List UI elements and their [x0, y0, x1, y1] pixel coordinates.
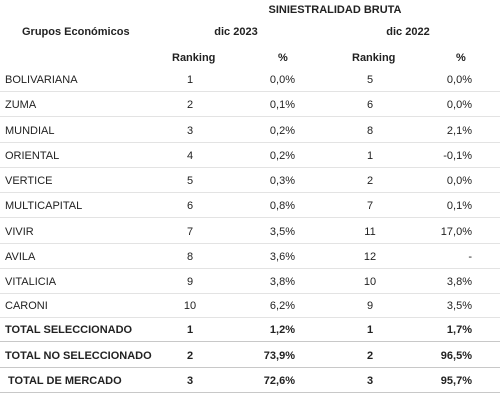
row-divider: [0, 217, 500, 218]
group-name-cell: VITALICIA: [5, 276, 57, 288]
ranking-2023-cell: 7: [186, 226, 194, 238]
ranking-2023-cell: 2: [186, 99, 194, 111]
row-divider: [0, 142, 500, 143]
row-divider: [0, 392, 500, 393]
percent-2023-cell: 0,0%: [269, 74, 295, 86]
row-divider: [0, 268, 500, 269]
group-name-cell: ORIENTAL: [5, 150, 60, 162]
group-name-cell: TOTAL SELECCIONADO: [5, 324, 133, 336]
ranking-2022-cell: 8: [366, 125, 374, 137]
percent-2022-cell: 0,0%: [446, 175, 472, 187]
ranking-2022-cell: 12: [363, 251, 377, 263]
percent-2023-cell: 3,5%: [269, 226, 295, 238]
percent-2023-cell: 6,2%: [269, 300, 295, 312]
ranking-2022-cell: 2: [366, 350, 374, 362]
percent-2023-cell: 0,2%: [269, 150, 295, 162]
percent-2022-cell: 0,1%: [446, 200, 472, 212]
ranking-2022-cell: 2: [366, 175, 374, 187]
ranking-2023-cell: 8: [186, 251, 194, 263]
group-name-cell: AVILA: [5, 251, 36, 263]
row-divider: [0, 167, 500, 168]
ranking-2022-cell: 1: [366, 324, 374, 336]
ranking-2022-cell: 5: [366, 74, 374, 86]
percent-2023-cell: 0,3%: [269, 175, 295, 187]
group-name-cell: VERTICE: [5, 175, 53, 187]
ranking-2022-header: Ranking: [352, 52, 396, 64]
row-divider: [0, 367, 500, 368]
percent-2023-header: %: [278, 52, 288, 64]
ranking-2023-cell: 4: [186, 150, 194, 162]
year-2023-header: dic 2023: [214, 26, 258, 38]
percent-2022-cell: 3,8%: [446, 276, 472, 288]
percent-2022-cell: 96,5%: [440, 350, 472, 362]
percent-2023-cell: 0,1%: [269, 99, 295, 111]
table-title: SINIESTRALIDAD BRUTA: [268, 4, 402, 16]
ranking-2023-cell: 1: [186, 324, 194, 336]
ranking-2023-cell: 2: [186, 350, 194, 362]
row-divider: [0, 317, 500, 318]
percent-2023-cell: 1,2%: [269, 324, 295, 336]
ranking-2022-cell: 3: [366, 375, 374, 387]
percent-2022-cell: -: [468, 251, 472, 263]
ranking-2023-cell: 6: [186, 200, 194, 212]
ranking-2022-cell: 11: [364, 226, 376, 238]
row-divider: [0, 116, 500, 117]
percent-2022-cell: 0,0%: [446, 74, 472, 86]
group-name-cell: CARONI: [5, 300, 48, 312]
ranking-2023-cell: 10: [183, 300, 197, 312]
percent-2022-header: %: [456, 52, 466, 64]
percent-2023-cell: 3,6%: [269, 251, 295, 263]
ranking-2023-cell: 9: [186, 276, 194, 288]
percent-2023-cell: 72,6%: [263, 375, 295, 387]
row-divider: [0, 243, 500, 244]
percent-2023-cell: 0,8%: [269, 200, 295, 212]
ranking-2023-header: Ranking: [172, 52, 216, 64]
group-name-cell: TOTAL NO SELECCIONADO: [5, 350, 152, 362]
group-name-cell: VIVIR: [5, 226, 34, 238]
ranking-2022-cell: 9: [366, 300, 374, 312]
ranking-2022-cell: 6: [366, 99, 374, 111]
ranking-2022-cell: 1: [366, 150, 374, 162]
group-name-cell: TOTAL DE MERCADO: [8, 375, 122, 387]
group-name-cell: ZUMA: [5, 99, 37, 111]
percent-2022-cell: 1,7%: [446, 324, 472, 336]
group-name-cell: MULTICAPITAL: [5, 200, 83, 212]
percent-2023-cell: 0,2%: [269, 125, 295, 137]
year-2022-header: dic 2022: [386, 26, 430, 38]
row-divider: [0, 91, 500, 92]
percent-2022-cell: 0,0%: [446, 99, 472, 111]
row-divider: [0, 293, 500, 294]
percent-2022-cell: 2,1%: [446, 125, 472, 137]
ranking-2023-cell: 5: [186, 175, 194, 187]
percent-2022-cell: 3,5%: [446, 300, 472, 312]
ranking-2023-cell: 1: [186, 74, 194, 86]
ranking-2023-cell: 3: [186, 125, 194, 137]
percent-2022-cell: 95,7%: [440, 375, 472, 387]
ranking-2022-cell: 10: [363, 276, 377, 288]
percent-2022-cell: -0,1%: [443, 150, 472, 162]
percent-2022-cell: 17,0%: [440, 226, 472, 238]
row-divider: [0, 192, 500, 193]
group-name-cell: MUNDIAL: [5, 125, 55, 137]
row-divider: [0, 341, 500, 342]
ranking-2022-cell: 7: [366, 200, 374, 212]
ranking-2023-cell: 3: [186, 375, 194, 387]
group-name-cell: BOLIVARIANA: [5, 74, 78, 86]
percent-2023-cell: 3,8%: [269, 276, 295, 288]
percent-2023-cell: 73,9%: [263, 350, 295, 362]
group-column-header: Grupos Económicos: [22, 26, 130, 38]
